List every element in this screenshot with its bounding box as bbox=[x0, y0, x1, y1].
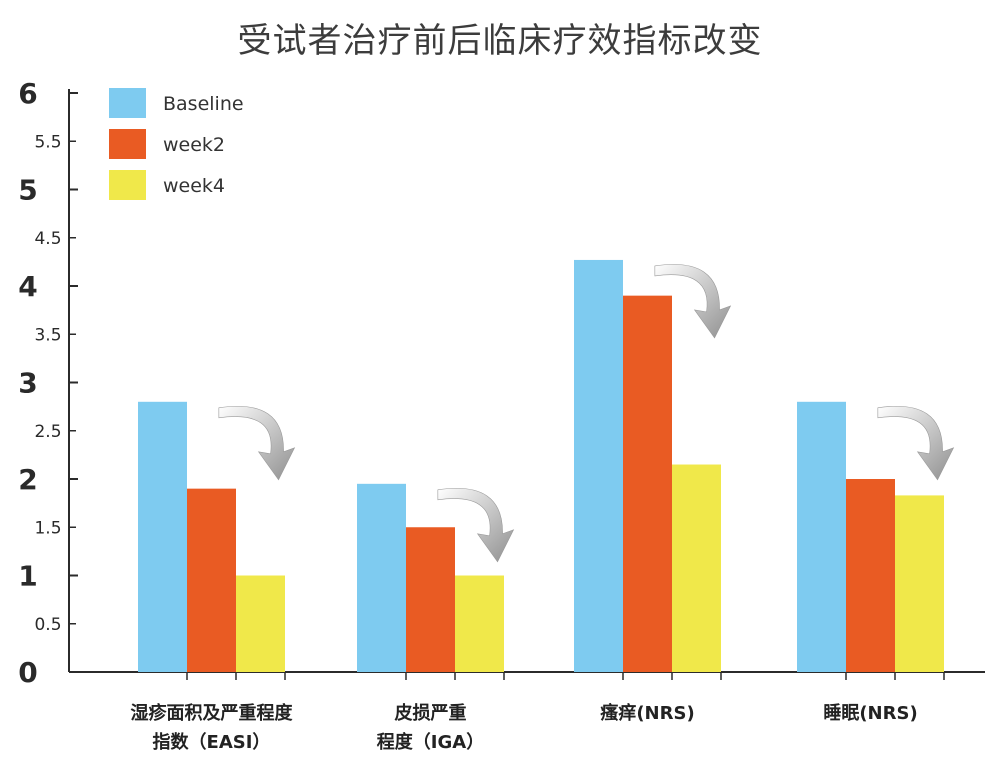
y-tick-label: 1 bbox=[18, 560, 37, 593]
y-tick-label: 0.5 bbox=[34, 615, 61, 635]
bar-week2 bbox=[187, 488, 236, 672]
bar-week2 bbox=[406, 527, 455, 672]
bar-baseline bbox=[574, 259, 623, 672]
legend-swatch-week2 bbox=[109, 129, 146, 159]
y-tick-label: 2.5 bbox=[34, 422, 61, 442]
y-axis-ticks: 0 1 2 3 4 5 6 0.5 1.5 2.5 3.5 4.5 5.5 bbox=[18, 77, 78, 689]
y-tick-label: 1.5 bbox=[34, 518, 61, 538]
category-label: 程度（IGA） bbox=[377, 731, 484, 753]
y-tick-label: 5.5 bbox=[34, 132, 61, 152]
y-tick-label: 4.5 bbox=[34, 229, 61, 249]
trend-arrow bbox=[437, 488, 515, 563]
y-tick-label: 2 bbox=[18, 463, 37, 496]
y-tick-label: 4 bbox=[18, 270, 37, 303]
y-tick-label: 0 bbox=[18, 656, 37, 689]
category-label: 睡眠(NRS) bbox=[823, 703, 917, 724]
bars bbox=[138, 259, 944, 672]
y-tick-label: 6 bbox=[18, 77, 37, 110]
category-label: 湿疹面积及严重程度 bbox=[131, 702, 294, 724]
legend-label-week4: week4 bbox=[163, 175, 225, 197]
legend-swatch-baseline bbox=[109, 88, 146, 118]
bar-week2 bbox=[846, 479, 895, 672]
bar-baseline bbox=[357, 483, 406, 672]
trend-arrow bbox=[654, 264, 732, 339]
y-tick-label: 3.5 bbox=[34, 325, 61, 345]
legend-label-baseline: Baseline bbox=[163, 93, 244, 115]
category-label: 皮损严重 bbox=[395, 702, 467, 724]
legend: Baseline week2 week4 bbox=[109, 88, 244, 200]
legend-swatch-week4 bbox=[109, 170, 146, 200]
trend-arrow bbox=[218, 405, 296, 481]
bar-week4 bbox=[236, 575, 285, 672]
bar-week4 bbox=[895, 495, 944, 672]
bar-baseline bbox=[138, 401, 187, 672]
bar-baseline bbox=[797, 401, 846, 672]
trend-arrow bbox=[877, 405, 955, 481]
bar-week4 bbox=[455, 575, 504, 672]
y-tick-label: 5 bbox=[18, 174, 37, 207]
bar-week4 bbox=[672, 464, 721, 672]
x-axis-ticks bbox=[186, 672, 945, 680]
legend-label-week2: week2 bbox=[163, 134, 225, 156]
chart-title: 受试者治疗前后临床疗效指标改变 bbox=[238, 21, 763, 61]
y-tick-label: 3 bbox=[18, 367, 37, 400]
trend-arrows bbox=[218, 264, 955, 563]
category-label: 指数（EASI） bbox=[153, 731, 271, 753]
category-label: 瘙痒(NRS) bbox=[599, 702, 694, 724]
bar-week2 bbox=[623, 295, 672, 672]
